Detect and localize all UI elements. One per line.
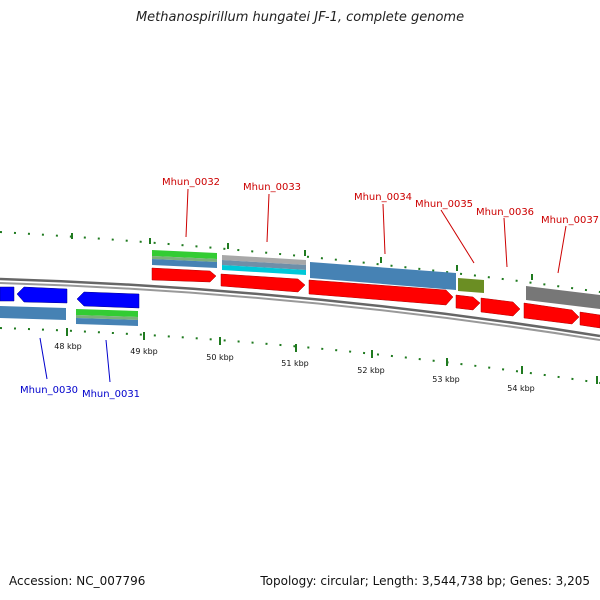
scale-label: 52 kbp: [357, 366, 385, 375]
upper-tick-track: [0, 231, 600, 293]
forward-gene-labels: Mhun_0032 Mhun_0033 Mhun_0034 Mhun_0035 …: [162, 177, 599, 226]
cds-forward-0037[interactable]: [523, 302, 580, 325]
genome-backbone: [0, 277, 600, 341]
scale-label: 49 kbp: [130, 347, 158, 356]
accession-text: Accession: NC_007796: [9, 574, 146, 588]
lower-tick-track: [0, 327, 600, 384]
scale-label: 53 kbp: [432, 375, 460, 384]
forward-features: [151, 267, 600, 329]
gene-label-reverse[interactable]: Mhun_0030: [20, 385, 78, 396]
cds-reverse-prev[interactable]: [0, 286, 15, 302]
upper-feature-bands: [152, 250, 600, 309]
reverse-leader-lines: [39, 337, 111, 383]
scale-label: 50 kbp: [206, 353, 234, 362]
gene-label-forward[interactable]: Mhun_0033: [243, 182, 301, 193]
cds-forward-0034[interactable]: [308, 279, 454, 306]
gene-label-forward[interactable]: Mhun_0036: [476, 207, 534, 218]
reverse-features: [0, 286, 140, 309]
cds-forward-0035[interactable]: [455, 294, 481, 311]
gene-label-forward[interactable]: Mhun_0037: [541, 215, 599, 226]
cds-forward-0032[interactable]: [151, 267, 217, 283]
scale-labels: 48 kbp 49 kbp 50 kbp 51 kbp 52 kbp 53 kb…: [54, 342, 535, 393]
scale-label: 48 kbp: [54, 342, 82, 351]
gene-label-forward[interactable]: Mhun_0035: [415, 199, 473, 210]
cds-forward-0036[interactable]: [480, 297, 521, 317]
gene-label-forward[interactable]: Mhun_0034: [354, 192, 412, 203]
lower-feature-bands: [0, 306, 138, 326]
gene-label-forward[interactable]: Mhun_0032: [162, 177, 220, 188]
gene-label-reverse[interactable]: Mhun_0031: [82, 389, 140, 400]
map-title: Methanospirillum hungatei JF-1, complete…: [135, 10, 465, 25]
scale-label: 54 kbp: [507, 384, 535, 393]
cds-reverse-0030[interactable]: [16, 286, 68, 304]
cds-forward-0033[interactable]: [220, 273, 306, 293]
forward-leader-lines: [185, 188, 567, 274]
cds-reverse-0031[interactable]: [76, 291, 140, 309]
topology-text: Topology: circular; Length: 3,544,738 bp…: [260, 574, 590, 588]
scale-label: 51 kbp: [281, 359, 309, 368]
cds-forward-next[interactable]: [579, 311, 600, 329]
reverse-gene-labels: Mhun_0030 Mhun_0031: [20, 385, 140, 400]
